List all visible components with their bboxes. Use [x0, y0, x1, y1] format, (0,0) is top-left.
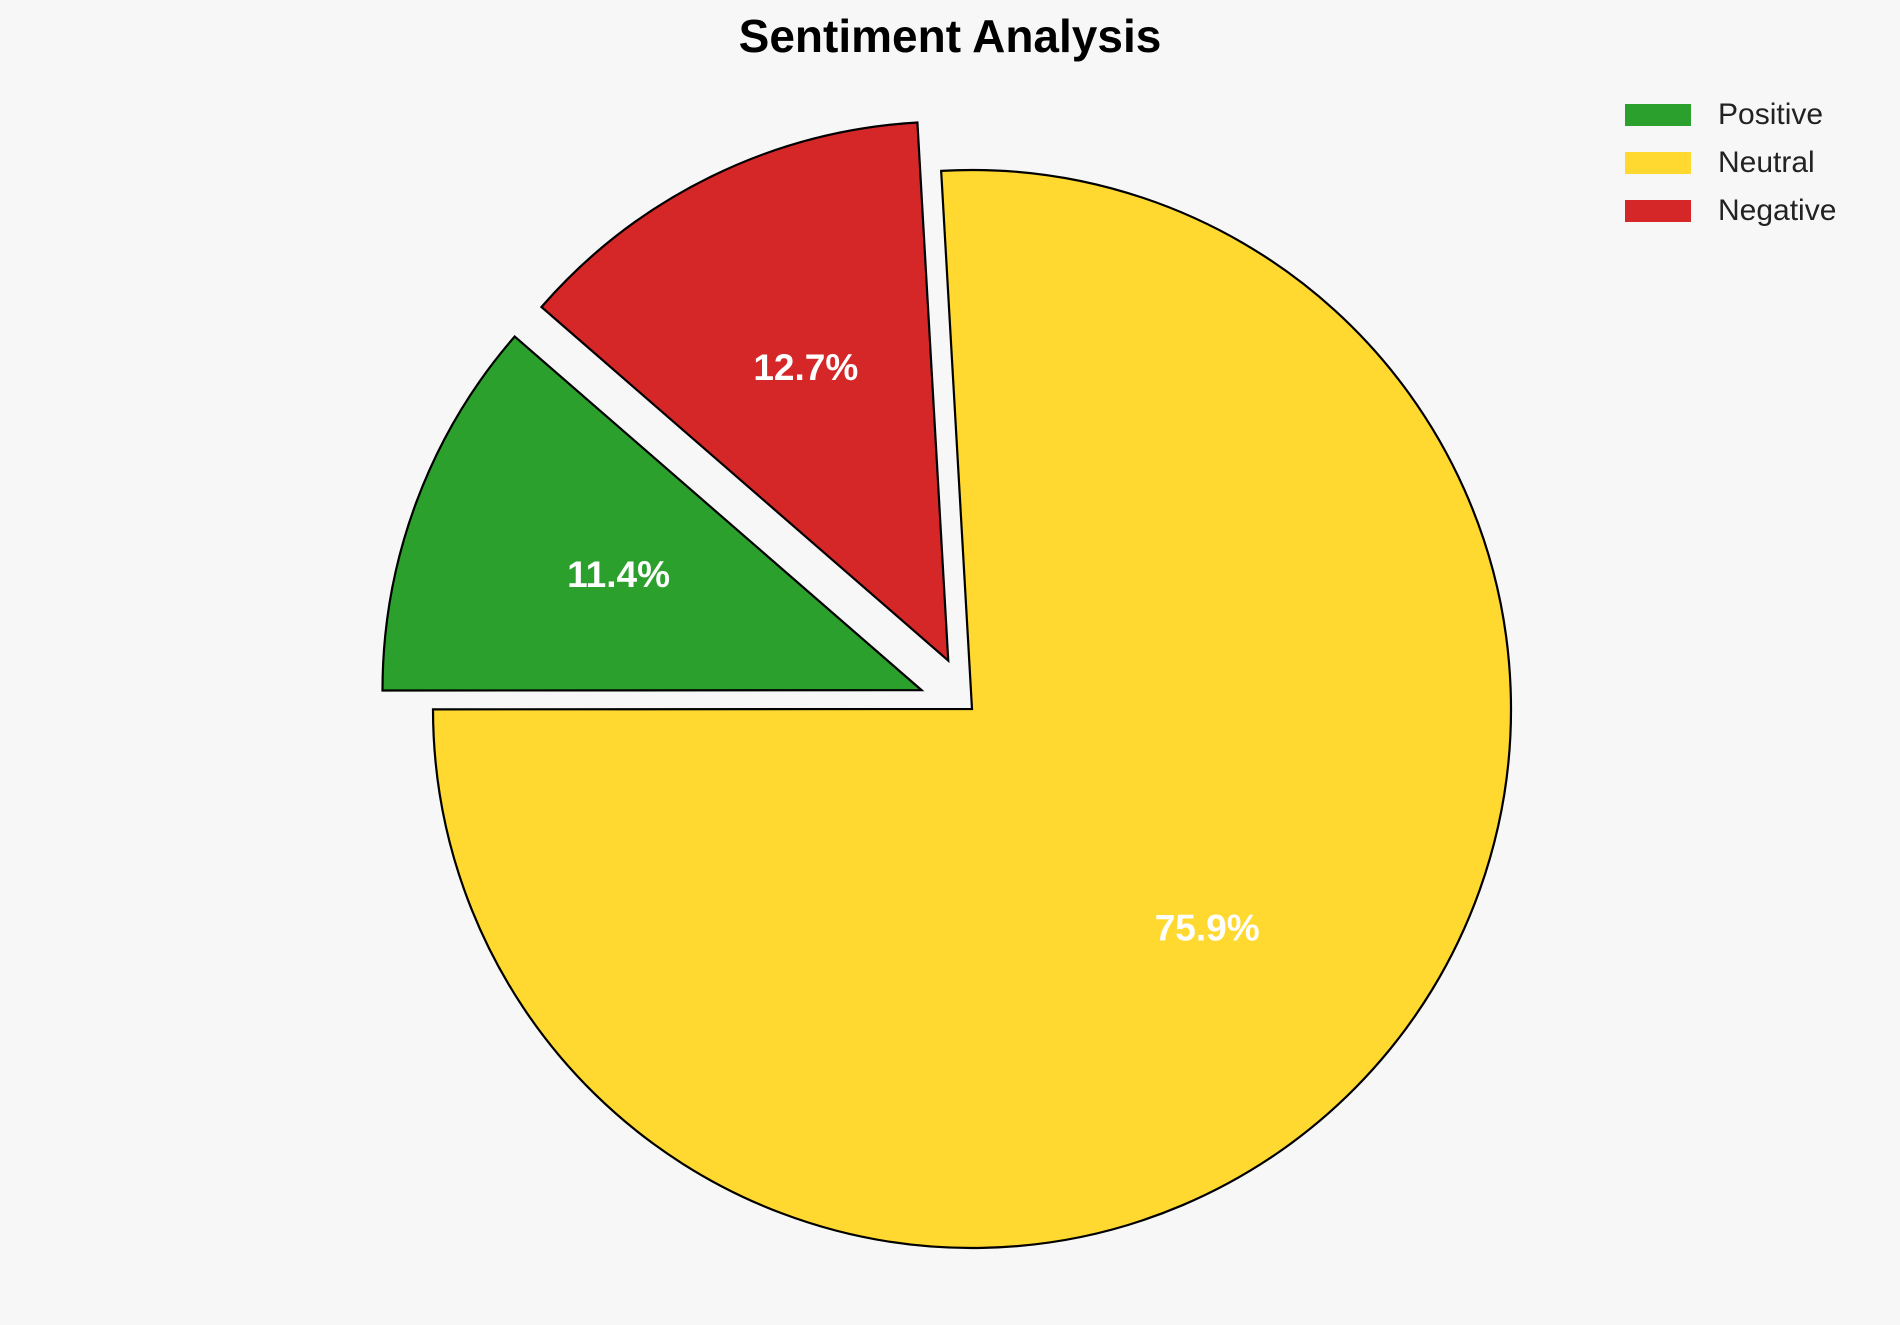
legend-label: Neutral [1718, 146, 1815, 179]
slice-label: 75.9% [1155, 908, 1260, 949]
pie-slice [539, 121, 950, 664]
legend-swatch [1625, 104, 1691, 126]
legend-swatch [1625, 200, 1691, 222]
legend-swatch [1625, 152, 1691, 174]
slice-label: 11.4% [567, 554, 670, 595]
chart-title: Sentiment Analysis [739, 10, 1162, 62]
legend-label: Negative [1718, 194, 1836, 227]
slice-label: 12.7% [753, 347, 858, 388]
pie-slice [431, 168, 1513, 1250]
pie-slice [381, 334, 925, 692]
legend-label: Positive [1718, 98, 1823, 131]
